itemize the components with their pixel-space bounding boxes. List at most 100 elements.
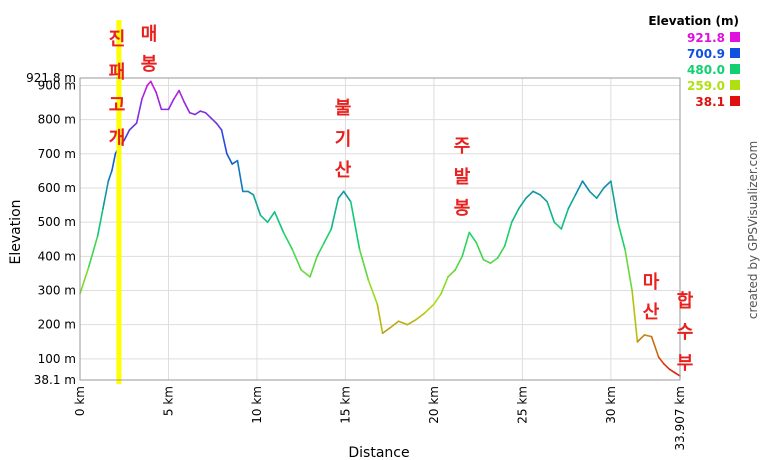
- place-label-hapsubu-char: 수: [677, 322, 694, 343]
- elevation-segment: [358, 248, 370, 282]
- elevation-segment: [376, 303, 384, 335]
- place-label-jinpaegogae-char: 고: [109, 95, 126, 116]
- elevation-segment: [381, 327, 391, 335]
- elevation-segment: [461, 231, 471, 258]
- elevation-segment: [291, 248, 302, 271]
- elevation-segment: [323, 228, 333, 244]
- x-tick-label: 15 km: [338, 386, 352, 424]
- y-tick-label: 600 m: [38, 181, 76, 195]
- elevation-segment: [624, 248, 633, 292]
- y-tick-label: 900 m: [38, 78, 76, 92]
- elevation-segment: [617, 221, 626, 251]
- elevation-segment: [397, 320, 409, 326]
- elevation-segment: [199, 110, 207, 114]
- place-label-jinpaegogae-char: 개: [109, 128, 126, 149]
- y-tick-label: 800 m: [38, 113, 76, 127]
- elevation-segment: [532, 190, 541, 196]
- elevation-segment: [247, 190, 255, 196]
- elevation-segment: [178, 89, 186, 104]
- elevation-segment: [123, 129, 131, 141]
- elevation-segment: [96, 207, 104, 237]
- place-label-jubalbong: 주발봉: [454, 136, 471, 219]
- elevation-segment: [454, 255, 464, 271]
- elevation-segment: [560, 207, 570, 230]
- elevation-segment: [194, 110, 202, 116]
- elevation-segment: [574, 180, 584, 196]
- elevation-segment: [300, 269, 311, 278]
- legend-title: Elevation (m): [648, 14, 739, 28]
- elevation-segment: [581, 180, 591, 193]
- elevation-segment: [204, 111, 212, 119]
- x-tick-labels: 0 km 5 km 10 km 15 km 20 km 25 km 30 km 33.907 …: [73, 386, 687, 450]
- x-tick-label: 25 km: [515, 386, 529, 424]
- x-tick-label: 5 km: [161, 386, 175, 416]
- elevation-segment: [631, 289, 639, 343]
- elevation-segment: [673, 371, 681, 377]
- elevation-segment: [440, 276, 449, 295]
- elevation-segment: [226, 152, 233, 165]
- legend-value: 921.8: [687, 31, 725, 45]
- elevation-segment: [525, 190, 534, 200]
- elevation-segment: [447, 269, 456, 278]
- y-tick-label: 921.8 m: [26, 71, 76, 85]
- elevation-segment: [146, 80, 152, 87]
- elevation-segment: [475, 241, 485, 261]
- place-label-jubalbong-char: 봉: [454, 198, 471, 219]
- elevation-segment: [167, 98, 175, 111]
- y-tick-labels: 38.1 m 100 m 200 m 300 m 400 m 500 m 600 m 700 …: [26, 71, 76, 387]
- place-label-bulgisan: 불기산: [335, 98, 352, 181]
- elevation-segment: [433, 293, 442, 305]
- legend-swatch: [730, 64, 740, 74]
- place-label-maebong-char: 봉: [141, 54, 158, 75]
- elevation-segment: [111, 152, 117, 172]
- place-label-masan: 마산: [643, 272, 660, 323]
- elevation-segment: [489, 257, 499, 264]
- credit-text: created by GPSVisualizer.com: [746, 141, 760, 319]
- elevation-segment: [316, 241, 325, 258]
- elevation-segment: [388, 320, 400, 329]
- place-label-masan-char: 산: [643, 302, 660, 323]
- elevation-segment: [141, 84, 149, 100]
- legend-swatch: [730, 80, 740, 90]
- elevation-segment: [496, 245, 506, 259]
- y-tick-label: 300 m: [38, 283, 76, 297]
- elevation-segment: [406, 318, 418, 326]
- elevation-segment: [643, 334, 653, 338]
- place-label-jubalbong-char: 주: [454, 136, 471, 157]
- elevation-segment: [553, 221, 563, 230]
- elevation-segment: [610, 180, 619, 223]
- elevation-segment: [183, 101, 191, 114]
- elevation-segment: [657, 356, 665, 365]
- place-label-masan-char: 마: [643, 272, 660, 293]
- grid: [79, 77, 681, 381]
- elevation-segment: [102, 180, 110, 210]
- legend-value: 480.0: [687, 63, 725, 77]
- y-tick-label: 100 m: [38, 352, 76, 366]
- elevation-segment: [188, 111, 196, 116]
- place-label-bulgisan-char: 불: [335, 98, 352, 119]
- elevation-segment: [231, 159, 239, 165]
- legend-swatch: [730, 32, 740, 42]
- place-label-maebong: 매봉: [141, 24, 158, 75]
- x-tick-label: 20 km: [427, 386, 441, 424]
- elevation-segment: [155, 91, 163, 111]
- elevation-segment: [424, 303, 435, 314]
- elevation-segment: [236, 159, 244, 193]
- elevation-segment: [149, 80, 157, 94]
- elevation-segment: [468, 231, 478, 244]
- x-tick-label: 33.907 km: [673, 386, 687, 450]
- elevation-segment: [367, 279, 379, 305]
- elevation-segment: [595, 187, 605, 200]
- elevation-segment: [342, 190, 352, 203]
- elevation-segment: [567, 194, 577, 210]
- place-label-jubalbong-char: 발: [454, 167, 471, 188]
- plot-frame: [79, 77, 681, 381]
- elevation-segment: [309, 255, 318, 278]
- elevation-segment: [210, 117, 218, 124]
- legend-value: 259.0: [687, 79, 725, 93]
- elevation-segment: [172, 89, 180, 100]
- y-tick-label: 38.1 m: [34, 373, 76, 387]
